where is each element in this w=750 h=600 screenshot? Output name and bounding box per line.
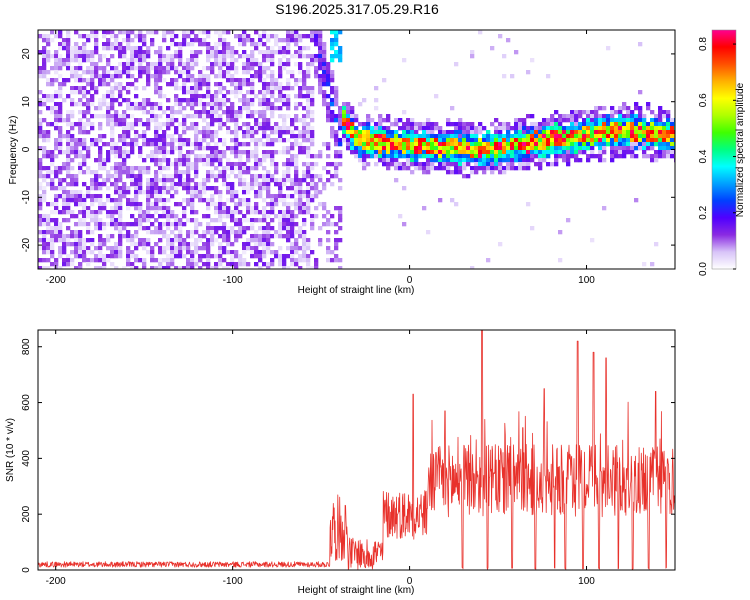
colorbar-gradient (711, 29, 737, 270)
y-tick-label: 0 (21, 567, 32, 573)
snr-y-ticks: 0 200 400 600 800 (21, 338, 675, 573)
spectrogram-y-ticks: -20 -10 0 10 20 (21, 48, 675, 252)
x-tick-label: -100 (223, 275, 243, 286)
x-tick-label: 0 (407, 275, 413, 286)
colorbar-label: Normalized spectral amplitude (735, 82, 746, 217)
snr-frame (37, 329, 676, 571)
spectrogram-x-ticks: -200 -100 0 100 (46, 30, 595, 286)
snr-x-label: Height of straight line (km) (298, 585, 415, 596)
spectrogram-cells (38, 30, 675, 269)
x-tick-label: -100 (223, 576, 243, 587)
colorbar-tick-label: 0.6 (698, 93, 709, 107)
colorbar-ticks: 0.0 0.2 0.4 0.6 0.8 (698, 37, 736, 276)
x-tick-label: 100 (578, 576, 595, 587)
colorbar-tick-label: 0.4 (698, 149, 709, 163)
y-tick-label: -10 (21, 190, 32, 205)
colorbar-tick-label: 0.0 (698, 262, 709, 276)
colorbar-tick-label: 0.2 (698, 205, 709, 219)
y-tick-label: 800 (21, 338, 32, 355)
x-tick-label: 0 (407, 576, 413, 587)
snr-y-label: SNR (10 * v/v) (5, 418, 16, 482)
y-tick-label: 20 (21, 48, 32, 60)
x-tick-label: -200 (46, 576, 66, 587)
colorbar-tick-label: 0.8 (698, 37, 709, 51)
spectrogram-x-label: Height of straight line (km) (298, 285, 415, 296)
y-tick-label: 600 (21, 394, 32, 411)
colorbar: 0.0 0.2 0.4 0.6 0.8 Normalized spectral ampl… (698, 29, 746, 276)
x-tick-label: 100 (578, 275, 595, 286)
y-tick-label: -20 (21, 237, 32, 252)
snr-series-line (38, 330, 675, 570)
y-tick-label: 200 (21, 505, 32, 522)
y-tick-label: 400 (21, 450, 32, 467)
spectrogram-y-label: Frequency (Hz) (8, 116, 19, 185)
snr-x-ticks: -200 -100 0 100 (46, 330, 595, 587)
chart-title: S196.2025.317.05.29.R16 (275, 1, 439, 17)
x-tick-label: -200 (46, 275, 66, 286)
y-tick-label: 10 (21, 96, 32, 108)
y-tick-label: 0 (21, 146, 32, 152)
snr-panel: -200 -100 0 100 0 200 400 600 800 Height of str… (5, 329, 676, 596)
